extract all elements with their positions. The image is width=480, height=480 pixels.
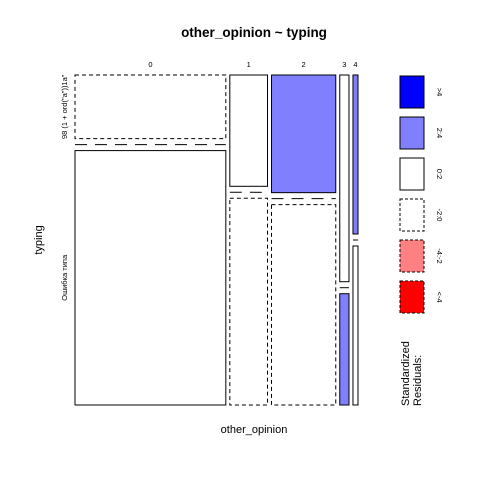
legend-label-2: 0:2 <box>435 169 444 179</box>
x-tick-label-1: 1 <box>247 60 251 69</box>
mosaic-tiles <box>74 74 359 406</box>
y-axis-label: typing <box>33 225 45 254</box>
mosaic-tile-1-0 <box>229 74 269 187</box>
mosaic-tile-0-0 <box>74 74 227 140</box>
legend-title-line-1: Standardized <box>400 341 412 406</box>
mosaic-tile-2-0 <box>271 74 337 194</box>
x-tick-label-2: 2 <box>302 60 306 69</box>
legend-key-3 <box>399 198 425 232</box>
mosaic-tile-0-1 <box>74 150 227 406</box>
x-tick-label-4: 4 <box>353 60 357 69</box>
residuals-legend: >4 2:4 0:2 -2:0 -4:-2 <-4 Standardized Residu… <box>399 75 444 406</box>
y-tick-labels: 98 (1 + ord("a"))1a" Ошибка типа <box>60 74 69 301</box>
legend-label-3: -2:0 <box>435 209 444 222</box>
x-tick-label-0: 0 <box>148 60 152 69</box>
mosaic-tile-4-0 <box>352 74 359 235</box>
legend-key-4 <box>399 239 425 273</box>
legend-label-1: 2:4 <box>435 128 444 138</box>
legend-label-4: -4:-2 <box>435 248 444 263</box>
x-tick-label-3: 3 <box>342 60 346 69</box>
y-tick-label-1: Ошибка типа <box>60 254 69 301</box>
legend-key-0 <box>399 75 425 109</box>
legend-title-line-2: Residuals: <box>412 355 424 406</box>
y-tick-label-0: 98 (1 + ord("a"))1a" <box>60 74 69 139</box>
mosaic-tile-4-1 <box>352 245 359 406</box>
legend-label-0: >4 <box>435 88 444 97</box>
legend-label-5: <-4 <box>435 291 444 302</box>
x-axis-label: other_opinion <box>221 424 288 436</box>
legend-key-5 <box>399 280 425 314</box>
mosaic-tile-2-1 <box>271 204 337 406</box>
mosaic-tile-3-1 <box>339 293 350 406</box>
mosaic-tile-1-1 <box>229 197 269 406</box>
legend-key-1 <box>399 116 425 150</box>
chart-title: other_opinion ~ typing <box>181 25 327 40</box>
legend-key-2 <box>399 157 425 191</box>
mosaic-tile-3-0 <box>339 74 350 283</box>
